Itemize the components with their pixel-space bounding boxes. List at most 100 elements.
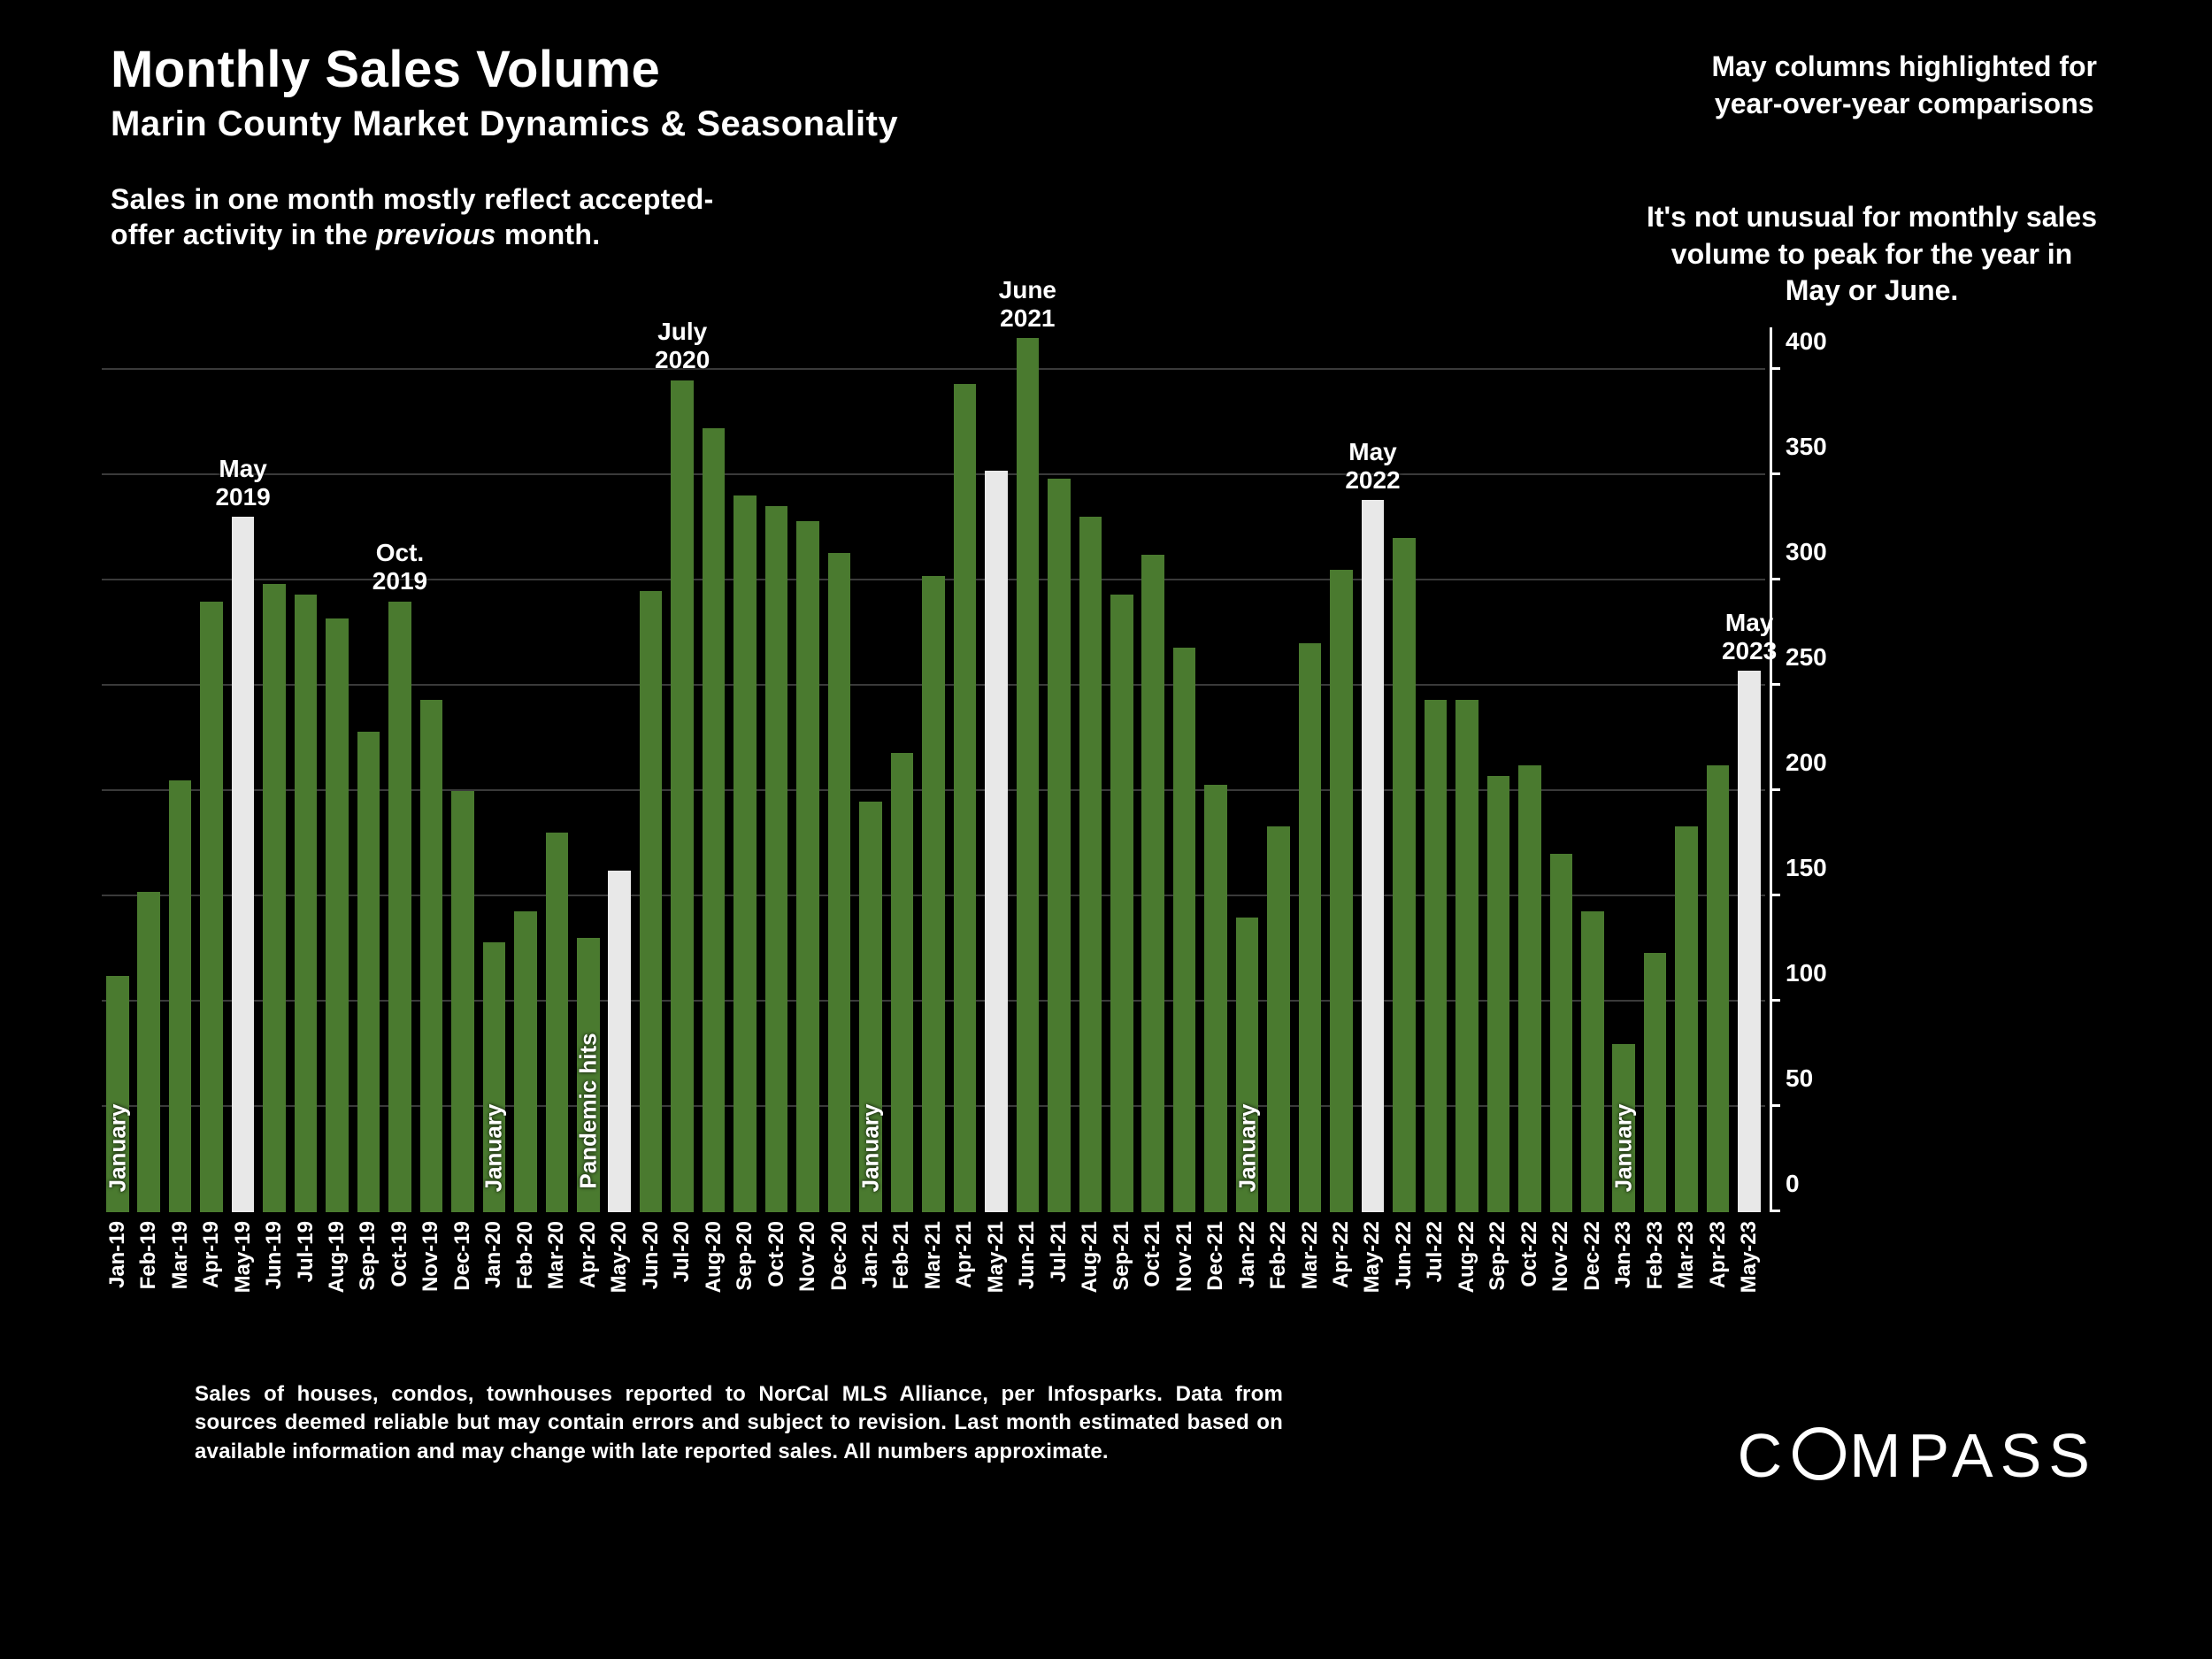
x-tick-label: Mar-23 [1674, 1221, 1699, 1289]
x-tick-label: Dec-20 [827, 1221, 852, 1291]
x-tick-label: Oct-20 [764, 1221, 789, 1287]
bar [263, 584, 286, 1212]
y-tick [1770, 367, 1780, 370]
x-tick-slot: Jun-21 [1012, 1221, 1043, 1345]
bar-slot [1263, 327, 1294, 1212]
y-tick-label: 150 [1786, 854, 1827, 882]
bar-slot [447, 327, 478, 1212]
note-rt-l2: year-over-year comparisons [1711, 86, 2097, 123]
bar-vertical-label: Pandemic hits [574, 1033, 602, 1188]
bar-vertical-label: January [1233, 1104, 1261, 1193]
x-tick-slot: Aug-20 [698, 1221, 729, 1345]
bar-slot [1388, 327, 1419, 1212]
x-tick-label: Aug-20 [702, 1221, 726, 1293]
y-tick-label: 50 [1786, 1064, 1813, 1093]
x-tick-label: Mar-22 [1298, 1221, 1323, 1289]
bar-slot [1200, 327, 1231, 1212]
note-right-top: May columns highlighted for year-over-ye… [1711, 49, 2097, 122]
bar [546, 833, 569, 1212]
x-tick-label: Feb-19 [136, 1221, 161, 1289]
bar [1173, 648, 1196, 1212]
bar [514, 911, 537, 1212]
bar-slot [1137, 327, 1168, 1212]
y-tick [1770, 1210, 1780, 1212]
x-tick-slot: Apr-19 [196, 1221, 227, 1345]
bar [357, 732, 380, 1212]
x-tick-slot: Apr-21 [949, 1221, 980, 1345]
bar [1079, 517, 1102, 1212]
y-tick [1770, 788, 1780, 791]
x-tick-slot: Apr-22 [1325, 1221, 1356, 1345]
x-tick-slot: Feb-22 [1263, 1221, 1294, 1345]
x-tick-slot: Nov-20 [792, 1221, 823, 1345]
y-tick-label: 400 [1786, 327, 1827, 356]
x-tick-slot: Dec-19 [447, 1221, 478, 1345]
bar-slot [510, 327, 541, 1212]
bar-slot [541, 327, 572, 1212]
logo-letter: C [1738, 1420, 1790, 1491]
bar [1518, 765, 1541, 1212]
bar-slot [1577, 327, 1608, 1212]
y-axis-line [1770, 327, 1772, 1212]
bar [1487, 776, 1510, 1212]
x-tick-slot: Dec-22 [1577, 1221, 1608, 1345]
x-tick-slot: Sep-19 [353, 1221, 384, 1345]
x-tick-slot: May-20 [604, 1221, 635, 1345]
bar [451, 791, 474, 1212]
y-tick [1770, 999, 1780, 1002]
x-tick-label: Nov-21 [1172, 1221, 1197, 1292]
note-rb-l3: May or June. [1647, 273, 2097, 310]
x-tick-label: Sep-22 [1486, 1221, 1510, 1291]
bar-slot [1106, 327, 1137, 1212]
y-tick [1770, 894, 1780, 896]
x-tick-slot: Dec-20 [824, 1221, 855, 1345]
x-tick-label: Feb-21 [889, 1221, 914, 1289]
x-tick-label: Oct-21 [1141, 1221, 1165, 1287]
bar [796, 521, 819, 1212]
bar-chart: JanuaryMay2019Oct.2019JanuaryPandemic hi… [102, 327, 1765, 1212]
x-tick-label: Jun-21 [1015, 1221, 1040, 1289]
bar [608, 871, 631, 1212]
x-tick-label: May-23 [1737, 1221, 1762, 1293]
bar-slot [290, 327, 321, 1212]
x-tick-slot: Jan-23 [1609, 1221, 1640, 1345]
x-tick-label: Sep-19 [356, 1221, 380, 1291]
x-tick-label: Aug-22 [1455, 1221, 1479, 1293]
bar-slot: May2023 [1733, 327, 1764, 1212]
x-tick-slot: Oct-22 [1514, 1221, 1545, 1345]
note-left-line2: offer activity in the previous month. [111, 217, 714, 252]
y-tick-label: 100 [1786, 959, 1827, 987]
bar-slot: June2021 [1012, 327, 1043, 1212]
bar-slot: January [1609, 327, 1640, 1212]
x-tick-slot: Mar-19 [165, 1221, 196, 1345]
bar-slot [635, 327, 666, 1212]
x-tick-slot: Aug-21 [1075, 1221, 1106, 1345]
bar-slot [1640, 327, 1671, 1212]
x-tick-slot: Nov-21 [1169, 1221, 1200, 1345]
x-tick-label: Nov-20 [795, 1221, 820, 1292]
bar [1425, 700, 1448, 1212]
y-tick-label: 300 [1786, 538, 1827, 566]
bar-slot [824, 327, 855, 1212]
x-tick-slot: Sep-20 [729, 1221, 760, 1345]
note-right-bottom: It's not unusual for monthly sales volum… [1647, 199, 2097, 310]
x-tick-label: Jun-20 [639, 1221, 664, 1289]
bar [1048, 479, 1071, 1212]
bar-slot [980, 327, 1011, 1212]
bar [954, 384, 977, 1212]
bar-slot [321, 327, 352, 1212]
bar [1675, 826, 1698, 1212]
bar-vertical-label: January [104, 1104, 131, 1193]
x-tick-slot: Apr-20 [572, 1221, 603, 1345]
bar: Oct.2019 [388, 602, 411, 1212]
bar-vertical-label: January [480, 1104, 508, 1193]
x-tick-label: Feb-20 [513, 1221, 538, 1289]
bars-container: JanuaryMay2019Oct.2019JanuaryPandemic hi… [102, 327, 1765, 1212]
bar [295, 595, 318, 1212]
x-tick-slot: Sep-21 [1106, 1221, 1137, 1345]
x-tick-slot: Sep-22 [1483, 1221, 1514, 1345]
bar [137, 892, 160, 1212]
bar-slot [1514, 327, 1545, 1212]
x-tick-label: Jan-20 [481, 1221, 506, 1288]
x-tick-label: Jul-20 [670, 1221, 695, 1282]
